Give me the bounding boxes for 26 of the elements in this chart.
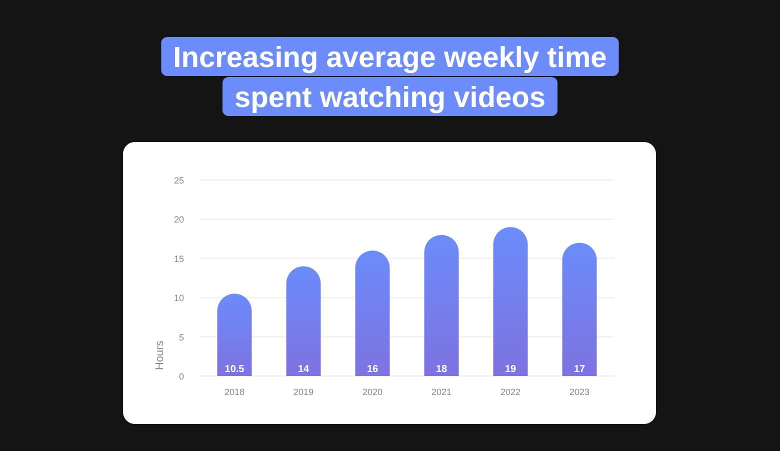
y-tick-label: 5 [178, 332, 184, 342]
x-tick-label: 2021 [431, 387, 452, 397]
x-tick-label: 2018 [224, 387, 245, 397]
x-tick-label: 2019 [293, 387, 314, 397]
bar [217, 294, 252, 376]
data-label: 19 [504, 364, 516, 375]
bar [286, 266, 321, 376]
y-tick-label: 15 [174, 254, 184, 264]
data-label: 18 [436, 364, 448, 375]
bar [355, 250, 390, 376]
y-axis-title: Hours [154, 340, 166, 370]
chart-title: Increasing average weekly time spent watching videos [173, 42, 607, 114]
y-tick-label: 20 [174, 214, 184, 225]
y-tick-label: 10 [174, 293, 184, 304]
bar [562, 242, 597, 376]
y-tick-label: 0 [178, 372, 184, 382]
data-label: 14 [298, 364, 310, 375]
bar [424, 234, 459, 376]
x-tick-label: 2022 [500, 387, 521, 397]
data-label: 10.5 [224, 364, 245, 375]
x-tick-label: 2023 [569, 387, 590, 397]
y-tick-label: 25 [174, 176, 184, 186]
bar [493, 227, 528, 376]
data-label: 16 [366, 364, 378, 375]
x-tick-label: 2020 [362, 387, 383, 397]
data-label: 17 [574, 364, 586, 375]
